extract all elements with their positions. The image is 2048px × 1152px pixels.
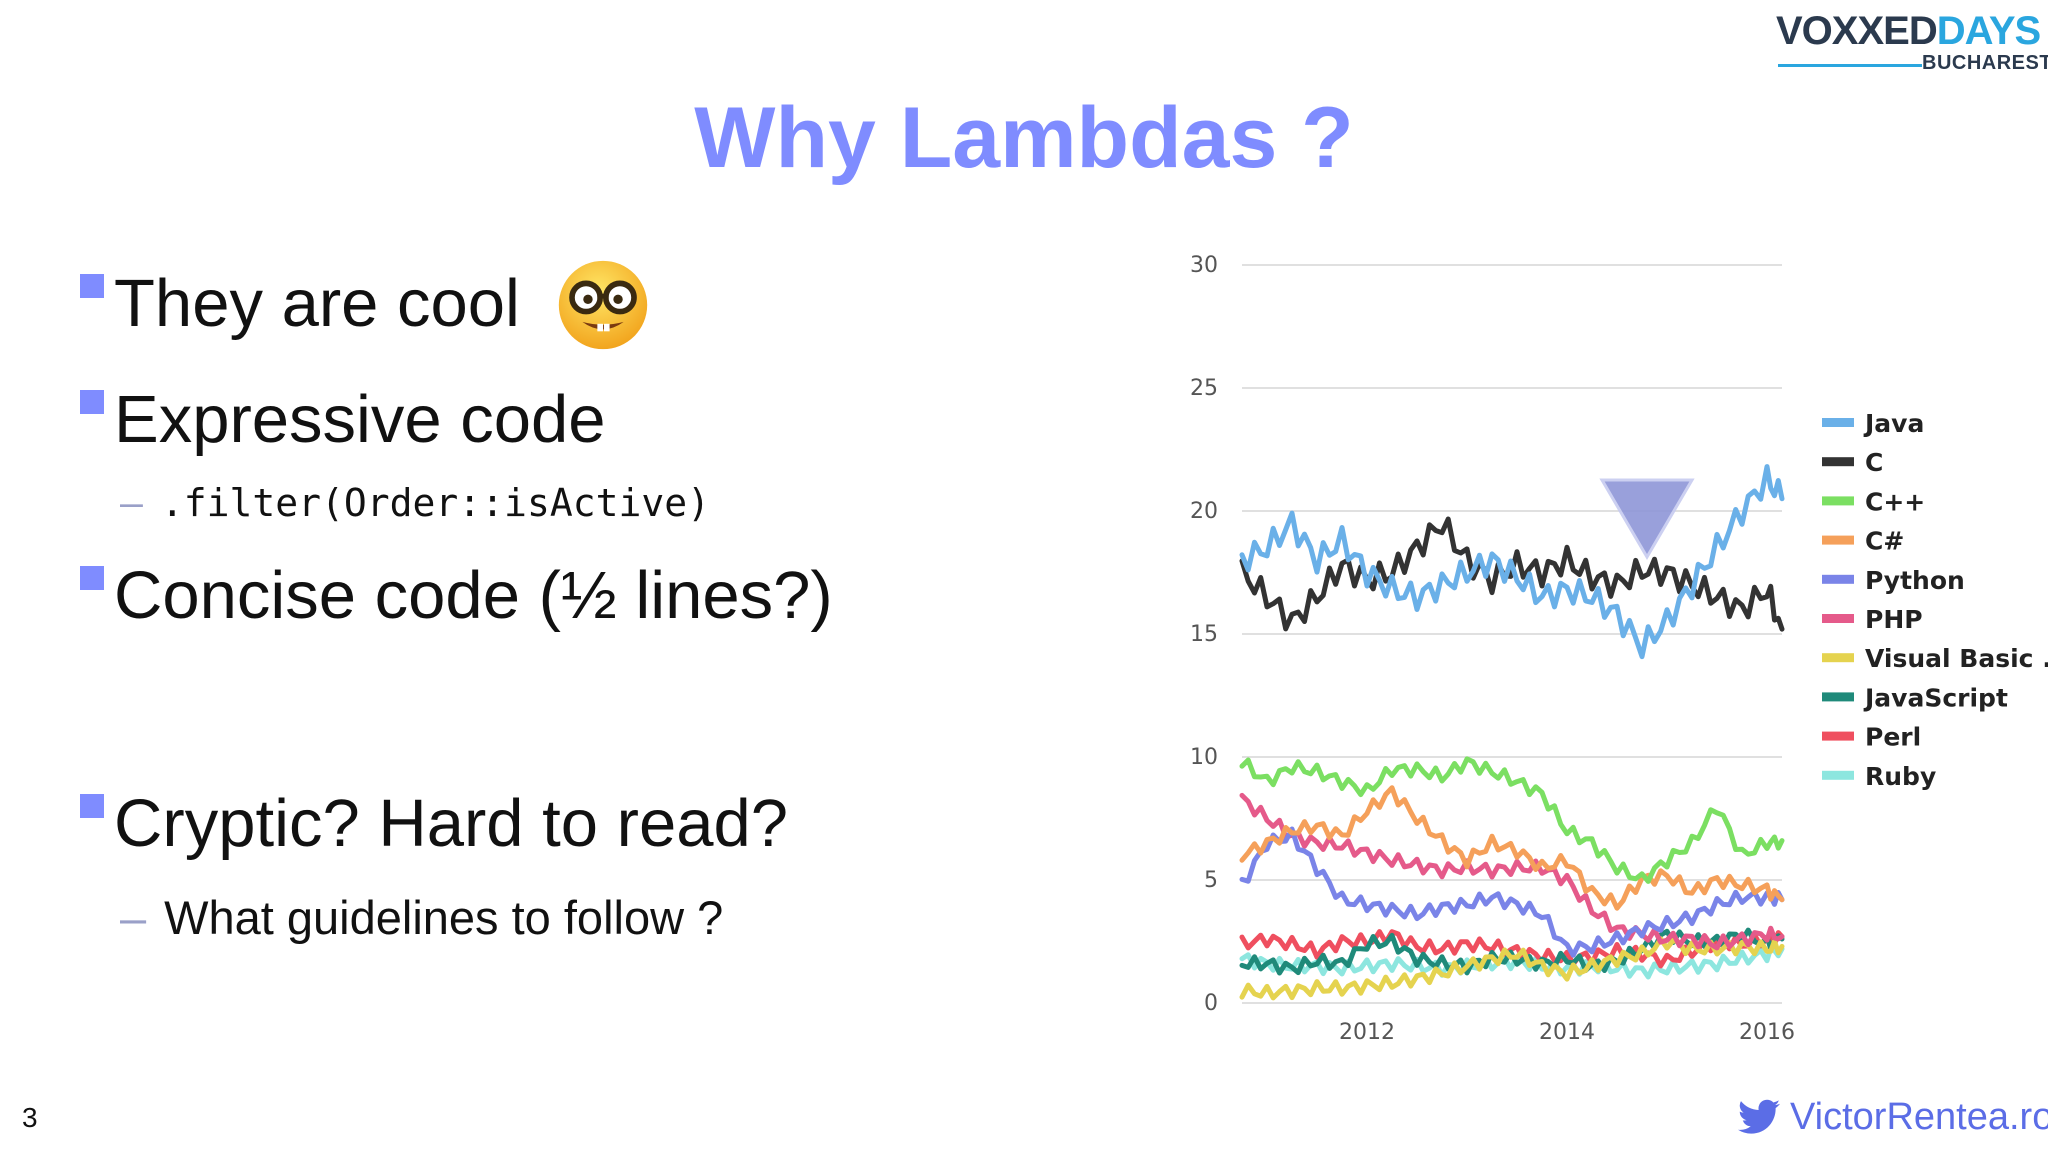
legend-swatch-perl — [1822, 731, 1854, 741]
legend-swatch-javascript — [1822, 692, 1854, 702]
twitter-bird-icon — [1738, 1099, 1780, 1134]
bullet-2: Expressive code — [80, 380, 606, 460]
nerd-face-emoji-icon — [558, 260, 648, 350]
legend-label-ruby: Ruby — [1865, 762, 1936, 791]
sub-bullet-guidelines: – What guidelines to follow ? — [120, 890, 723, 946]
footer-handle[interactable]: VictorRentea.ro — [1738, 1096, 2048, 1139]
series-line-python — [1239, 826, 1785, 958]
legend-label-perl: Perl — [1865, 723, 1921, 752]
y-tick-label: 25 — [1190, 376, 1218, 401]
legend-label-python: Python — [1865, 566, 1965, 595]
logo-underline — [1778, 64, 1922, 67]
logo-subtitle: BUCHAREST — [1922, 52, 2048, 74]
footer-text: VictorRentea.ro — [1790, 1096, 2048, 1138]
legend-swatch-php — [1822, 614, 1854, 623]
y-tick-label: 20 — [1190, 499, 1218, 524]
legend-swatch-c- — [1822, 535, 1854, 545]
legend-label-java: Java — [1863, 409, 1924, 438]
y-tick-label: 30 — [1190, 253, 1218, 278]
legend-swatch-java — [1822, 418, 1854, 427]
series-line-java — [1239, 464, 1785, 660]
legend-swatch-ruby — [1822, 770, 1854, 780]
y-tick-label: 5 — [1204, 868, 1218, 893]
voxxed-days-logo: VOXXEDDAYS BUCHAREST — [1772, 8, 2048, 74]
bullet-text: Expressive code — [114, 382, 606, 457]
sub-bullet-text: What guidelines to follow ? — [164, 891, 724, 944]
legend-swatch-c- — [1822, 496, 1854, 506]
series-line-visual-basic-net — [1239, 936, 1785, 1001]
bullet-marker — [80, 390, 104, 414]
bullet-4: Cryptic? Hard to read? — [80, 784, 788, 864]
bullet-text: They are cool — [114, 266, 520, 341]
language-popularity-chart: 0 5 10 15 20 25 30 2012 2014 2016 Java C C++ C# Python… — [1190, 253, 2048, 1045]
legend-label-visual-basic-net: Visual Basic .NET — [1865, 644, 2048, 673]
bullet-3: Concise code (½ lines?) — [80, 556, 833, 636]
bullet-marker — [80, 274, 104, 298]
series-line-c- — [1239, 785, 1785, 911]
series-line-c- — [1239, 756, 1785, 884]
series-line-c — [1239, 516, 1785, 632]
slide-title: Why Lambdas ? — [694, 90, 1354, 186]
x-tick-label: 2012 — [1339, 1020, 1395, 1045]
legend-label-c-: C++ — [1865, 487, 1925, 516]
bullet-1: They are cool — [80, 264, 520, 344]
legend-label-javascript: JavaScript — [1863, 683, 2008, 712]
sub-bullet-code: – .filter(Order::isActive) — [120, 478, 710, 528]
x-tick-label: 2014 — [1539, 1020, 1595, 1045]
bullet-text: Concise code (½ lines?) — [114, 558, 833, 633]
legend-label-c: C — [1865, 448, 1883, 477]
logo-wordmark: VOXXEDDAYS — [1776, 8, 2041, 54]
legend-swatch-visual-basic-net — [1822, 653, 1854, 663]
bullet-text: Cryptic? Hard to read? — [114, 786, 789, 861]
y-tick-label: 15 — [1190, 622, 1218, 647]
x-tick-label: 2016 — [1739, 1020, 1795, 1045]
bullet-marker — [80, 566, 104, 590]
legend-swatch-python — [1822, 574, 1854, 584]
logo-part-2: DAYS — [1936, 9, 2041, 53]
sub-bullet-dash: – — [120, 891, 147, 944]
sub-bullet-text: .filter(Order::isActive) — [160, 481, 710, 525]
bullet-marker — [80, 794, 104, 818]
sub-bullet-dash: – — [120, 481, 143, 525]
legend-swatch-c — [1822, 457, 1854, 467]
y-tick-label: 0 — [1204, 991, 1218, 1016]
series-line-php — [1239, 792, 1785, 951]
logo-part-1: VOXXED — [1776, 9, 1938, 53]
legend-label-php: PHP — [1865, 605, 1923, 634]
page-number: 3 — [22, 1102, 38, 1133]
legend-label-c-: C# — [1865, 527, 1904, 556]
down-arrow-marker-icon — [1599, 478, 1695, 560]
y-tick-label: 10 — [1190, 745, 1218, 770]
